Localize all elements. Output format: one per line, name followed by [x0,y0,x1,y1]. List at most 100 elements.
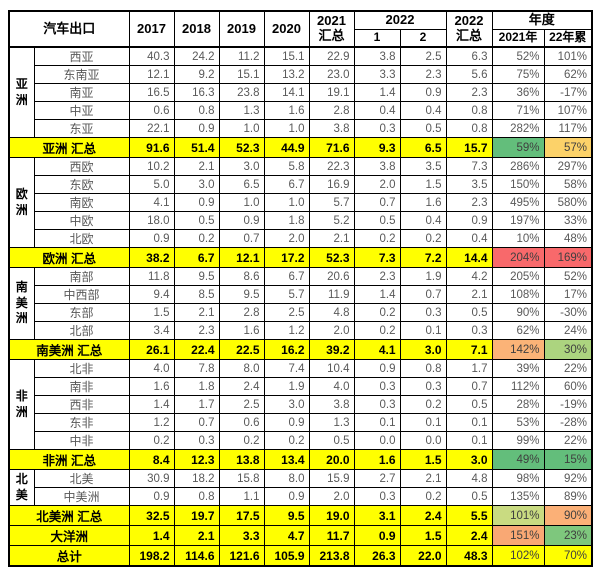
value-cell: 1.6 [263,101,310,120]
value-cell: 3.8 [308,119,355,138]
value-cell: 16.2 [263,339,310,360]
pct-cell: 48% [543,229,593,248]
value-cell: 3.0 [263,395,310,414]
table-row: 中欧 18.0 0.5 0.9 1.8 5.2 0.5 0.4 0.9 197% 33% [9,211,593,230]
group-label: 非 洲 [8,359,35,450]
value-cell: 4.1 [353,339,401,360]
value-cell: 15.1 [263,46,310,66]
value-cell: 6.3 [445,46,493,66]
value-cell: 0.2 [128,431,175,450]
value-cell: 38.2 [128,247,175,268]
col-header-2022-total: 2022 汇总 [445,10,493,48]
table-body: 亚 洲西亚 40.3 24.2 11.2 15.1 22.9 3.8 2.5 6.3 52% 101… [8,46,593,567]
summary-row: 大洋洲 1.4 2.1 3.3 4.7 11.7 0.9 1.5 2.4 151% 23% [8,525,593,546]
car-export-table: 汽车出口 2017 2018 2019 2020 2021 汇总 2022 20… [8,10,593,567]
value-cell: 10.2 [128,157,175,176]
value-cell: 0.1 [399,413,447,432]
pct-cell: 286% [491,157,545,176]
summary-label: 非洲 汇总 [8,449,130,470]
value-cell: 5.7 [263,285,310,304]
value-cell: 1.6 [353,449,401,470]
pct-cell: 58% [543,175,593,194]
table-row: 中非 0.2 0.3 0.2 0.2 0.5 0.0 0.0 0.1 99% 22% [9,431,593,450]
summary-label: 欧洲 汇总 [8,247,130,268]
value-cell: 1.6 [399,193,447,212]
pct-cell: 117% [543,119,593,138]
value-cell: 2.0 [308,321,355,340]
value-cell: 40.3 [128,46,175,66]
col-header-22-cum: 22年累 [543,28,593,48]
value-cell: 0.1 [353,413,401,432]
value-cell: 0.5 [399,119,447,138]
value-cell: 15.7 [445,137,493,158]
value-cell: 2.1 [173,525,220,546]
value-cell: 18.2 [173,469,220,488]
pct-cell: 101% [491,505,545,526]
value-cell: 6.7 [173,247,220,268]
value-cell: 1.3 [218,101,265,120]
value-cell: 4.0 [308,377,355,396]
pct-cell: -17% [543,83,593,102]
value-cell: 0.4 [445,229,493,248]
value-cell: 1.1 [218,487,265,506]
value-cell: 1.4 [128,525,175,546]
region-label: 中亚 [33,101,130,120]
value-cell: 11.8 [128,267,175,286]
value-cell: 0.2 [353,321,401,340]
value-cell: 23.8 [218,83,265,102]
value-cell: 9.5 [263,505,310,526]
value-cell: 0.8 [173,101,220,120]
value-cell: 0.9 [173,119,220,138]
table-row: 东亚 22.1 0.9 1.0 1.0 3.8 0.3 0.5 0.8 282% 117% [9,119,593,138]
value-cell: 0.5 [353,211,401,230]
summary-row: 欧洲 汇总 38.2 6.7 12.1 17.2 52.3 7.3 7.2 14.4 204% 16… [8,247,593,268]
value-cell: 2.0 [263,229,310,248]
region-label: 中欧 [33,211,130,230]
value-cell: 0.9 [353,525,401,546]
pct-cell: 92% [543,469,593,488]
value-cell: 0.9 [173,193,220,212]
value-cell: 0.3 [399,377,447,396]
value-cell: 8.6 [218,267,265,286]
pct-cell: 49% [491,449,545,470]
value-cell: 0.9 [445,211,493,230]
table-row: 南非 1.6 1.8 2.4 1.9 4.0 0.3 0.3 0.7 112% 60% [9,377,593,396]
value-cell: 114.6 [173,545,220,567]
table-row: 中亚 0.6 0.8 1.3 1.6 2.8 0.4 0.4 0.8 71% 107% [9,101,593,120]
value-cell: 9.4 [128,285,175,304]
value-cell: 3.0 [399,339,447,360]
value-cell: 3.5 [445,175,493,194]
table-header: 汽车出口 2017 2018 2019 2020 2021 汇总 2022 20… [8,10,593,48]
region-label: 中非 [33,431,130,450]
value-cell: 48.3 [445,545,493,567]
region-label: 南亚 [33,83,130,102]
region-label: 东部 [33,303,130,322]
pct-cell: 99% [491,431,545,450]
value-cell: 8.0 [263,469,310,488]
value-cell: 39.2 [308,339,355,360]
value-cell: 23.0 [308,65,355,84]
pct-cell: 297% [543,157,593,176]
value-cell: 4.8 [308,303,355,322]
value-cell: 11.2 [218,46,265,66]
value-cell: 0.7 [445,377,493,396]
value-cell: 5.0 [128,175,175,194]
value-cell: 22.1 [128,119,175,138]
value-cell: 1.4 [128,395,175,414]
value-cell: 1.0 [263,119,310,138]
group-label: 北 美 [8,469,35,506]
pct-cell: 75% [491,65,545,84]
region-label: 东南亚 [33,65,130,84]
value-cell: 2.4 [218,377,265,396]
value-cell: 3.0 [218,157,265,176]
value-cell: 198.2 [128,545,175,567]
pct-cell: 204% [491,247,545,268]
value-cell: 105.9 [263,545,310,567]
value-cell: 1.6 [218,321,265,340]
value-cell: 0.7 [218,229,265,248]
value-cell: 2.5 [399,46,447,66]
value-cell: 1.4 [353,285,401,304]
pct-cell: 36% [491,83,545,102]
pct-cell: 101% [543,46,593,66]
value-cell: 5.8 [263,157,310,176]
